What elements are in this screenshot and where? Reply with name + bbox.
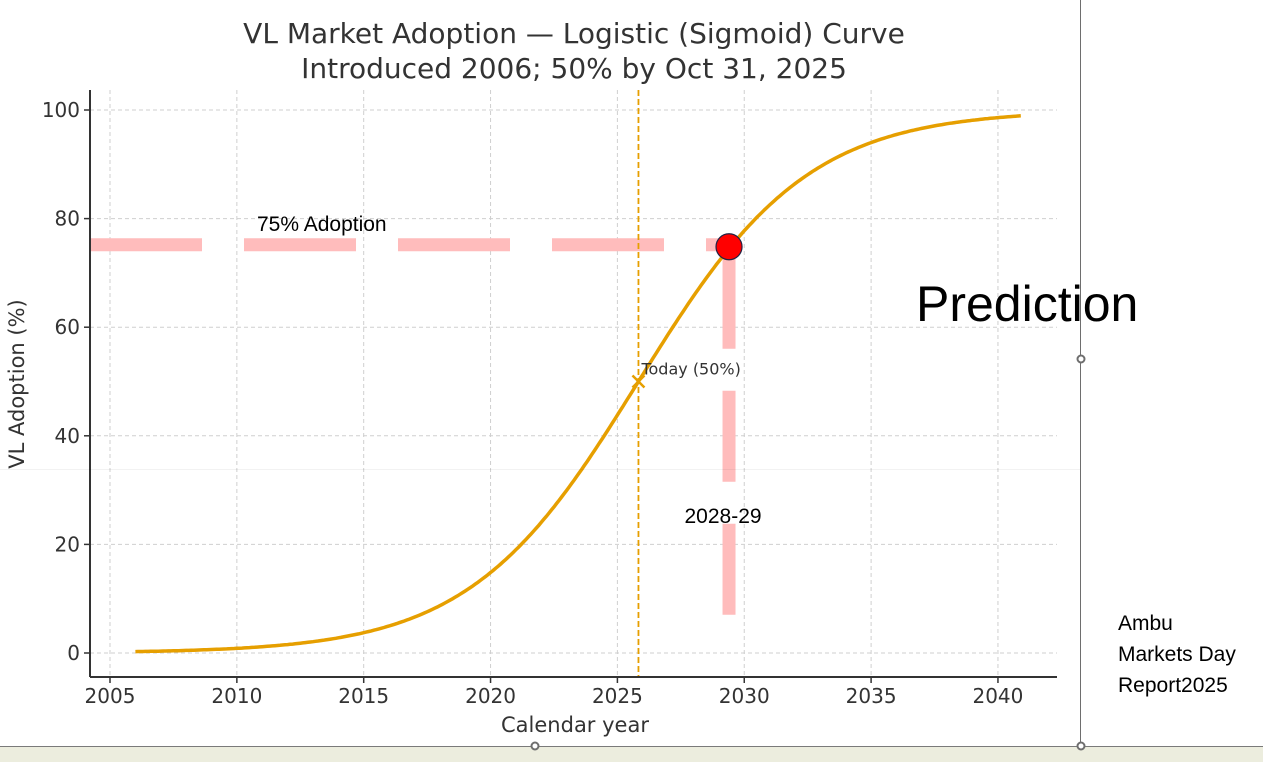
source-note: Ambu Markets Day Report2025 [1118, 608, 1236, 701]
source-line: Ambu [1118, 612, 1173, 635]
x-tick-label: 2020 [465, 684, 516, 708]
x-tick-label: 2010 [211, 684, 262, 708]
resize-handle-bottom-right[interactable] [1076, 741, 1086, 751]
y-tick-label: 0 [67, 641, 80, 665]
x-tick-label: 2040 [972, 684, 1023, 708]
prediction-label: Prediction [916, 276, 1139, 332]
x-axis-label: Calendar year [501, 713, 649, 737]
editor-status-strip [0, 746, 1263, 762]
x-tick-label: 2035 [846, 684, 897, 708]
today-label: Today (50%) [640, 360, 740, 379]
vline-target-label: 2028-29 [684, 505, 761, 528]
y-tick-label: 60 [55, 315, 80, 339]
source-line: Report2025 [1118, 674, 1228, 697]
annotation-guides [90, 90, 736, 677]
y-tick-label: 100 [42, 98, 80, 122]
hline-75-label: 75% Adoption [257, 213, 387, 236]
x-tick-label: 2025 [592, 684, 643, 708]
resize-handle-bottom-middle[interactable] [530, 741, 540, 751]
y-tick-label: 20 [55, 532, 80, 556]
axes [84, 90, 1057, 683]
resize-handle-right-middle[interactable] [1076, 354, 1086, 364]
annotation-markers: Today (50%) 75% Adoption 2028-29 [257, 213, 762, 528]
tick-labels: 2005 2010 2015 2020 2025 2030 2035 204002040608… [42, 98, 1024, 708]
selection-frame-edge [1080, 0, 1081, 746]
today-marker [631, 374, 646, 389]
x-tick-label: 2015 [338, 684, 389, 708]
target-point [715, 233, 743, 261]
chart-subtitle: Introduced 2006; 50% by Oct 31, 2025 [301, 52, 847, 85]
source-line: Markets Day [1118, 643, 1236, 666]
y-tick-label: 80 [55, 207, 80, 231]
slide-guide-line [0, 469, 1080, 470]
grid [90, 90, 1057, 677]
x-tick-label: 2005 [85, 684, 136, 708]
chart-title: VL Market Adoption — Logistic (Sigmoid) … [243, 17, 905, 50]
y-tick-label: 40 [55, 424, 80, 448]
y-axis-label: VL Adoption (%) [5, 299, 29, 469]
series-line-vl-adoption [135, 114, 1021, 654]
x-tick-label: 2030 [719, 684, 770, 708]
